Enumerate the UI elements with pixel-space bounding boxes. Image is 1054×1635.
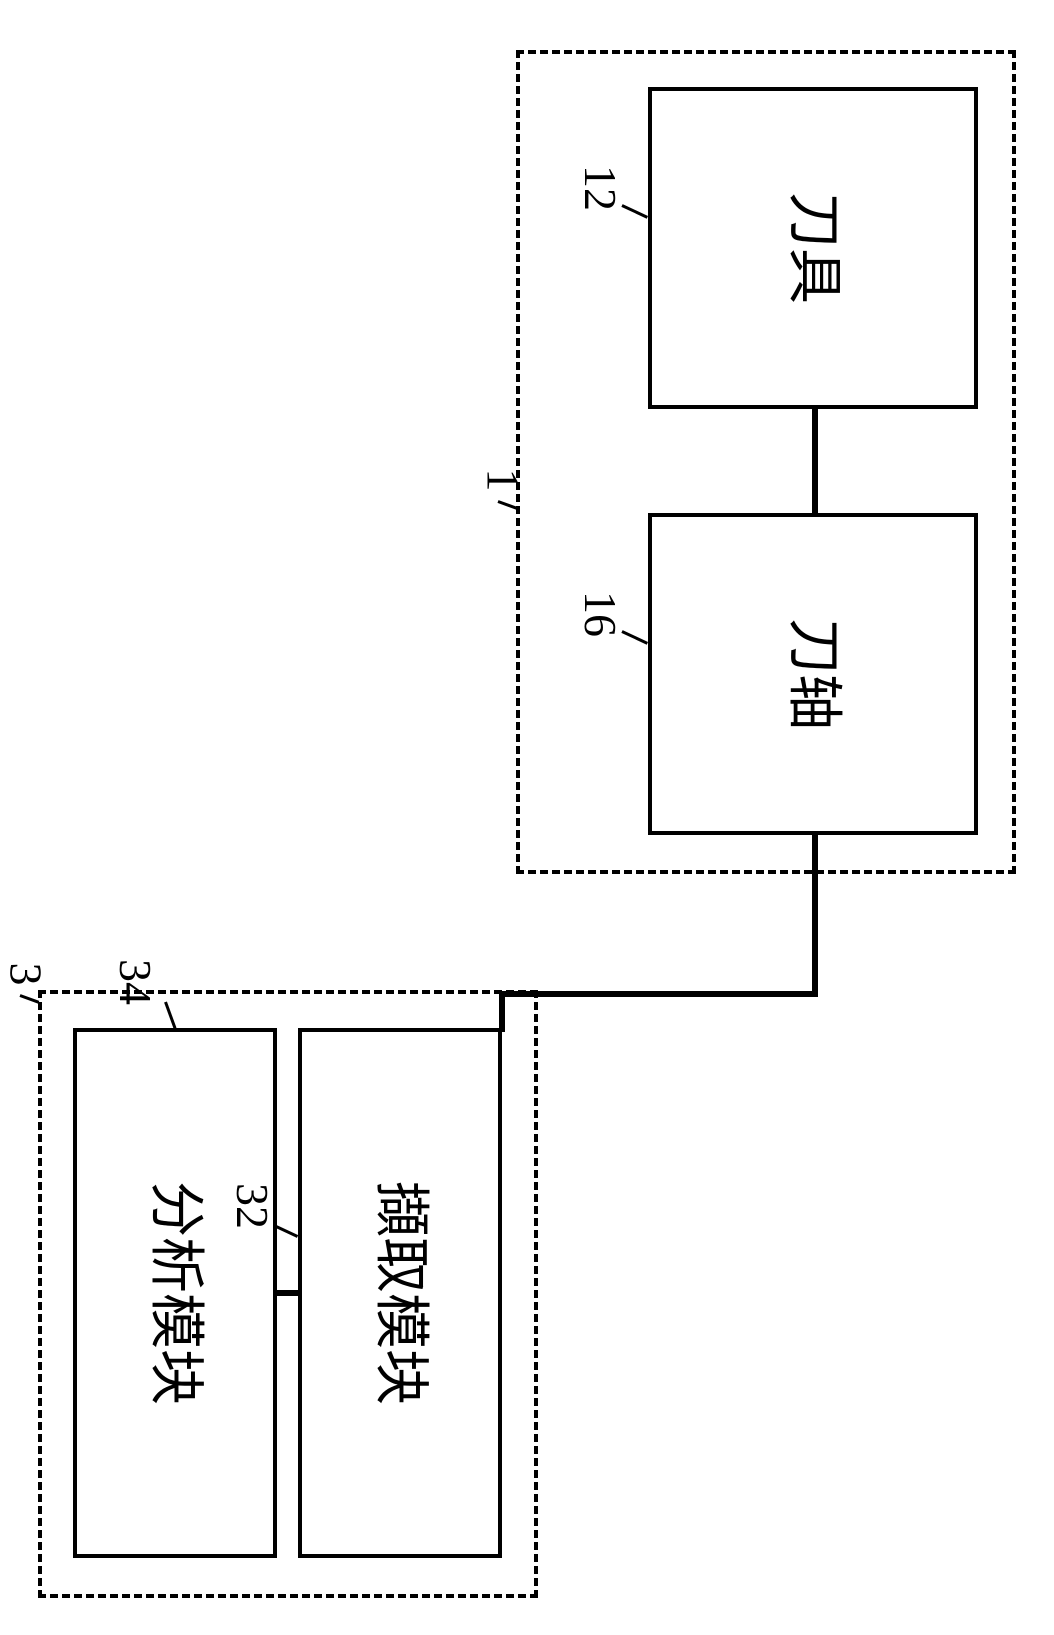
ref-label-tool: 12 (560, 148, 640, 228)
node-shaft: 刀轴 (648, 513, 978, 835)
node-capture: 擷取模块 (298, 1028, 502, 1558)
connector-shaft-capture-h (502, 991, 818, 997)
node-capture-label: 擷取模块 (372, 1181, 428, 1405)
node-analysis: 分析模块 (73, 1028, 277, 1558)
ref-label-shaft: 16 (560, 574, 640, 654)
ref-label-analysis: 34 (95, 942, 175, 1022)
ref-label-capture: 32 (212, 1166, 292, 1246)
node-shaft-label: 刀轴 (785, 618, 841, 730)
connector-capture-analysis (277, 1290, 300, 1296)
node-tool: 刀具 (648, 87, 978, 409)
node-analysis-label: 分析模块 (147, 1181, 203, 1405)
connector-shaft-capture-v (499, 991, 505, 1032)
diagram-canvas: { "canvas": { "width": 1054, "height": 1… (0, 0, 1054, 1635)
node-tool-label: 刀具 (785, 192, 841, 304)
connector-shaft-down (812, 835, 818, 994)
ref-label-analyzer: 3 (0, 944, 55, 1004)
connector-tool-shaft (812, 409, 818, 513)
